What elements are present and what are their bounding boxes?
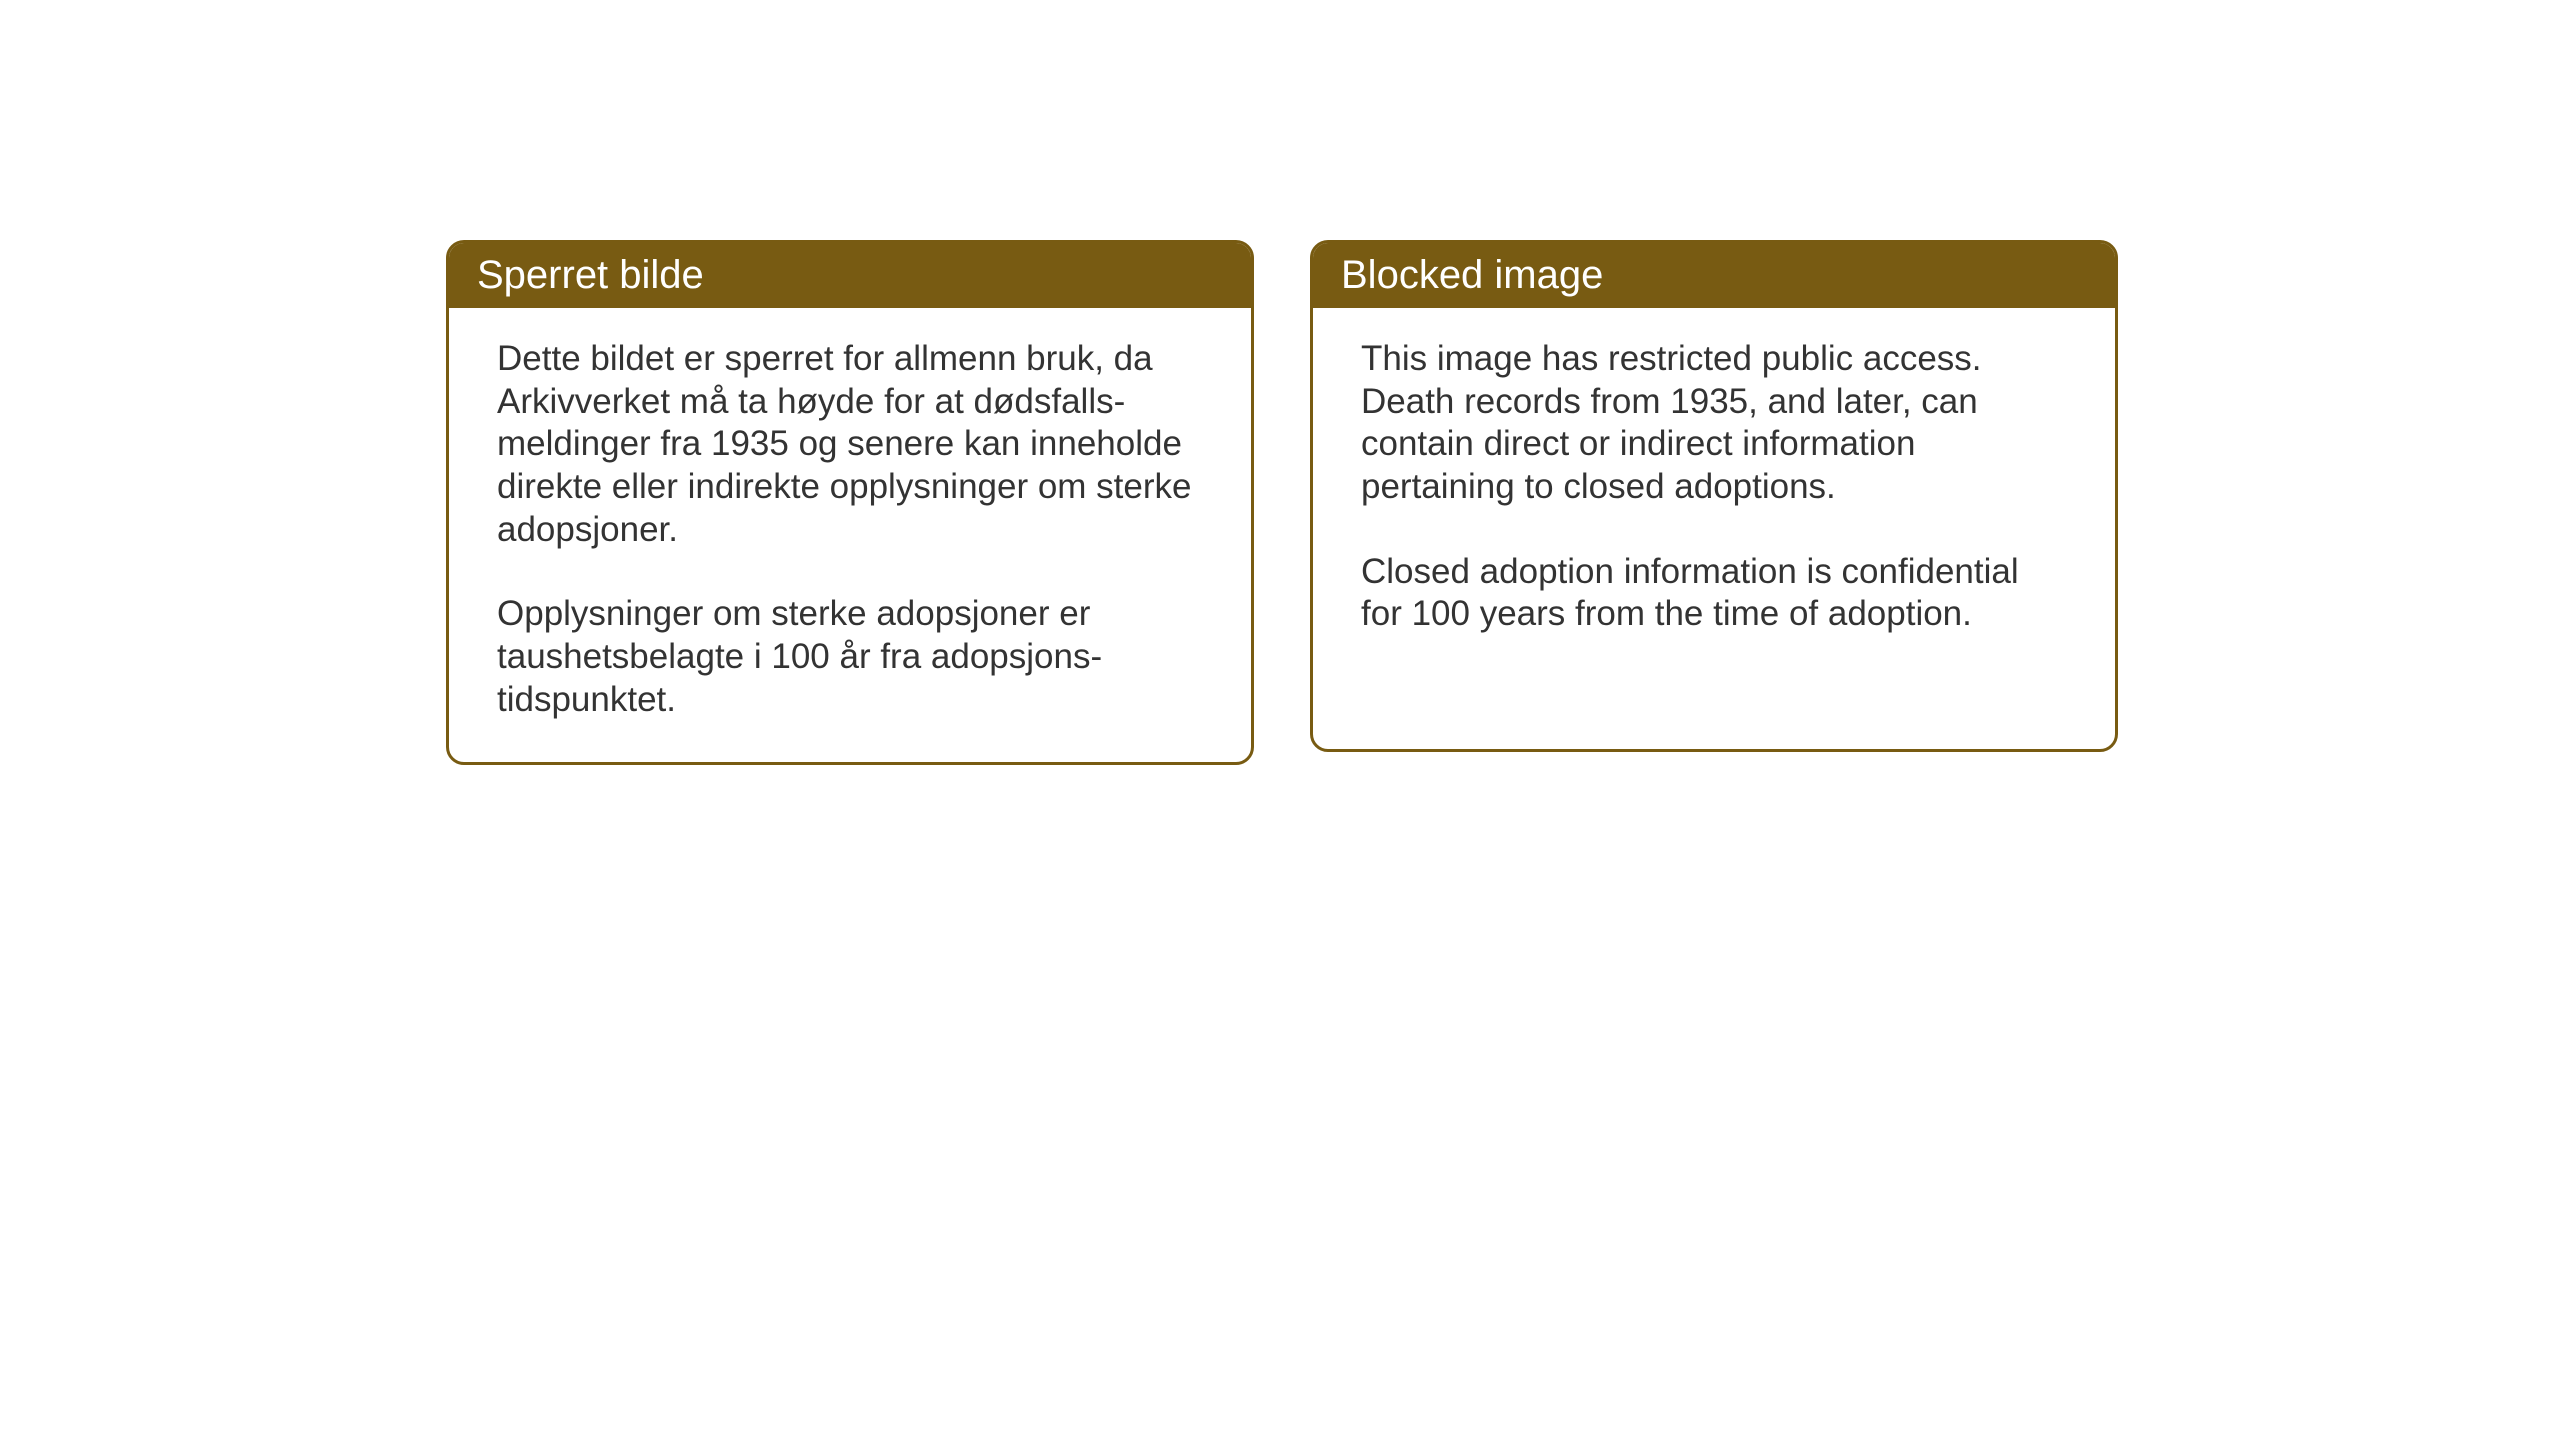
card-title: Blocked image	[1341, 253, 1603, 297]
card-body-english: This image has restricted public access.…	[1313, 308, 2115, 676]
notice-card-english: Blocked image This image has restricted …	[1310, 240, 2118, 752]
card-body-norwegian: Dette bildet er sperret for allmenn bruk…	[449, 308, 1251, 762]
notice-container: Sperret bilde Dette bildet er sperret fo…	[446, 240, 2118, 765]
card-title: Sperret bilde	[477, 253, 704, 297]
card-header-norwegian: Sperret bilde	[449, 243, 1251, 308]
card-header-english: Blocked image	[1313, 243, 2115, 308]
card-paragraph: This image has restricted public access.…	[1361, 338, 2067, 509]
card-paragraph: Closed adoption information is confident…	[1361, 551, 2067, 636]
notice-card-norwegian: Sperret bilde Dette bildet er sperret fo…	[446, 240, 1254, 765]
card-paragraph: Dette bildet er sperret for allmenn bruk…	[497, 338, 1203, 551]
card-paragraph: Opplysninger om sterke adopsjoner er tau…	[497, 593, 1203, 721]
